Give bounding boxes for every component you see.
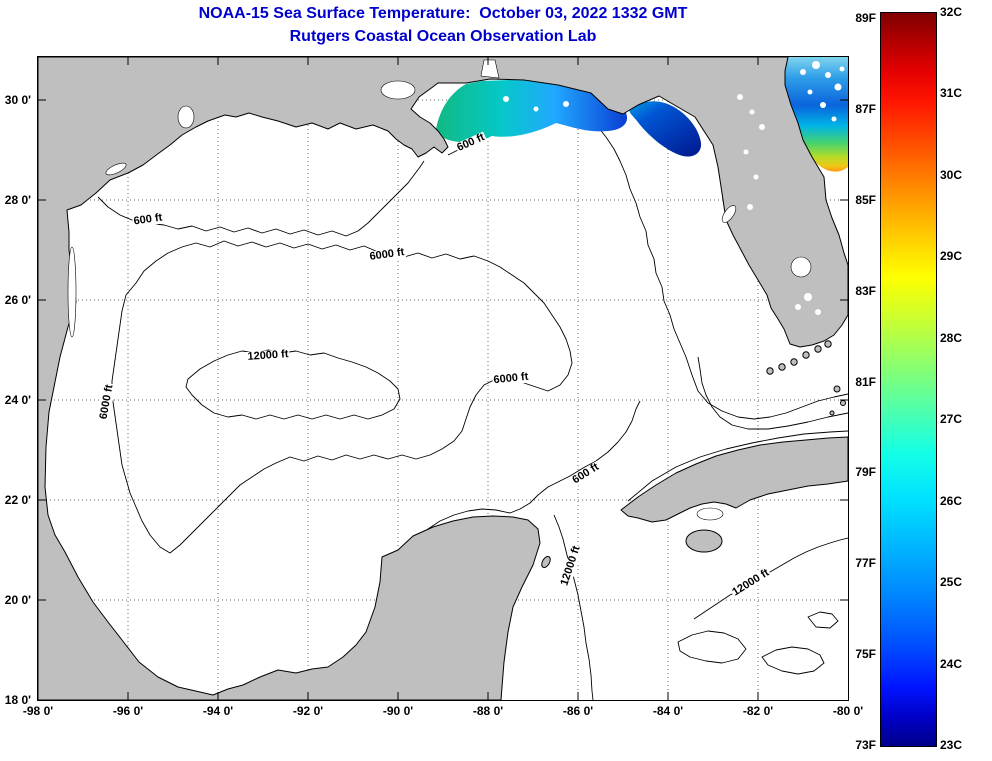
axis-tick-marks [38,57,848,700]
fahrenheit-tick-label: 83F [855,283,876,298]
sst-patch-atlantic [781,57,848,172]
sst-patch-louisiana-shelf [435,80,628,143]
x-tick-label: -96 0' [112,704,144,718]
colorbar-celsius-labels: 32C 31C 30C 29C 28C 27C 26C 25C 24C 23C [940,5,990,752]
figure-subtitle: Rutgers Coastal Ocean Observation Lab [289,28,597,45]
y-tick-label: 22 0' [4,493,31,507]
y-tick-label: 26 0' [4,293,31,307]
celsius-tick-label: 30C [940,167,963,182]
colorbar-fahrenheit-labels: 89F 87F 85F 83F 81F 79F 77F 75F 73F [826,11,876,752]
y-tick-label: 28 0' [4,193,31,207]
celsius-tick-label: 31C [940,86,963,101]
sst-data-patches [435,57,848,172]
fahrenheit-tick-label: 89F [855,11,876,25]
fahrenheit-tick-label: 87F [855,101,876,116]
x-tick-label: -80 0' [832,704,864,718]
inland-water [67,59,812,521]
y-tick-label: 20 0' [4,593,31,607]
land-masses [38,57,848,700]
fahrenheit-tick-label: 73F [855,738,876,752]
fahrenheit-tick-label: 85F [855,192,876,207]
celsius-tick-label: 32C [940,5,963,19]
fahrenheit-tick-label: 81F [855,374,876,389]
land-mainland [38,57,848,700]
x-tick-label: -84 0' [652,704,684,718]
x-axis-tick-labels: -98 0' -96 0' -94 0' -92 0' -90 0' -88 0' -86 … [23,704,863,720]
x-tick-label: -94 0' [202,704,234,718]
y-tick-label: 18 0' [4,693,31,707]
cloud-speckles [737,61,845,315]
land-cozumel [541,556,551,568]
figure-title: NOAA-15 Sea Surface Temperature: October… [198,5,688,22]
map-plot-area: 600 ft 600 ft 600 ft 6000 ft 6000 ft 600… [37,56,849,701]
land-florida-keys [766,340,832,375]
y-tick-label: 30 0' [4,93,31,107]
sst-patch-panhandle [629,101,702,157]
celsius-tick-label: 28C [940,330,963,345]
colorbar-gradient [881,13,936,746]
land-isla-juventud [685,529,723,553]
celsius-tick-label: 26C [940,493,963,508]
x-tick-label: -86 0' [562,704,594,718]
x-tick-label: -92 0' [292,704,324,718]
celsius-tick-label: 29C [940,249,963,264]
x-tick-label: -90 0' [382,704,414,718]
x-tick-label: -82 0' [742,704,774,718]
celsius-tick-label: 23C [940,737,963,752]
cloud-gaps [503,96,569,112]
land-cuba [620,436,848,523]
x-tick-label: -98 0' [22,704,54,718]
y-axis-tick-labels: 30 0' 28 0' 26 0' 24 0' 22 0' 20 0' 18 0' [0,93,34,710]
celsius-tick-label: 25C [940,575,963,590]
fahrenheit-tick-label: 75F [855,647,876,662]
celsius-tick-label: 27C [940,412,963,427]
fahrenheit-tick-label: 79F [855,465,876,480]
x-tick-label: -88 0' [472,704,504,718]
celsius-tick-label: 24C [940,656,963,671]
land-bahama-islets [829,385,846,416]
map-canvas [38,57,848,700]
y-tick-label: 24 0' [4,393,31,407]
colorbar [880,12,937,747]
fahrenheit-tick-label: 77F [855,556,876,571]
